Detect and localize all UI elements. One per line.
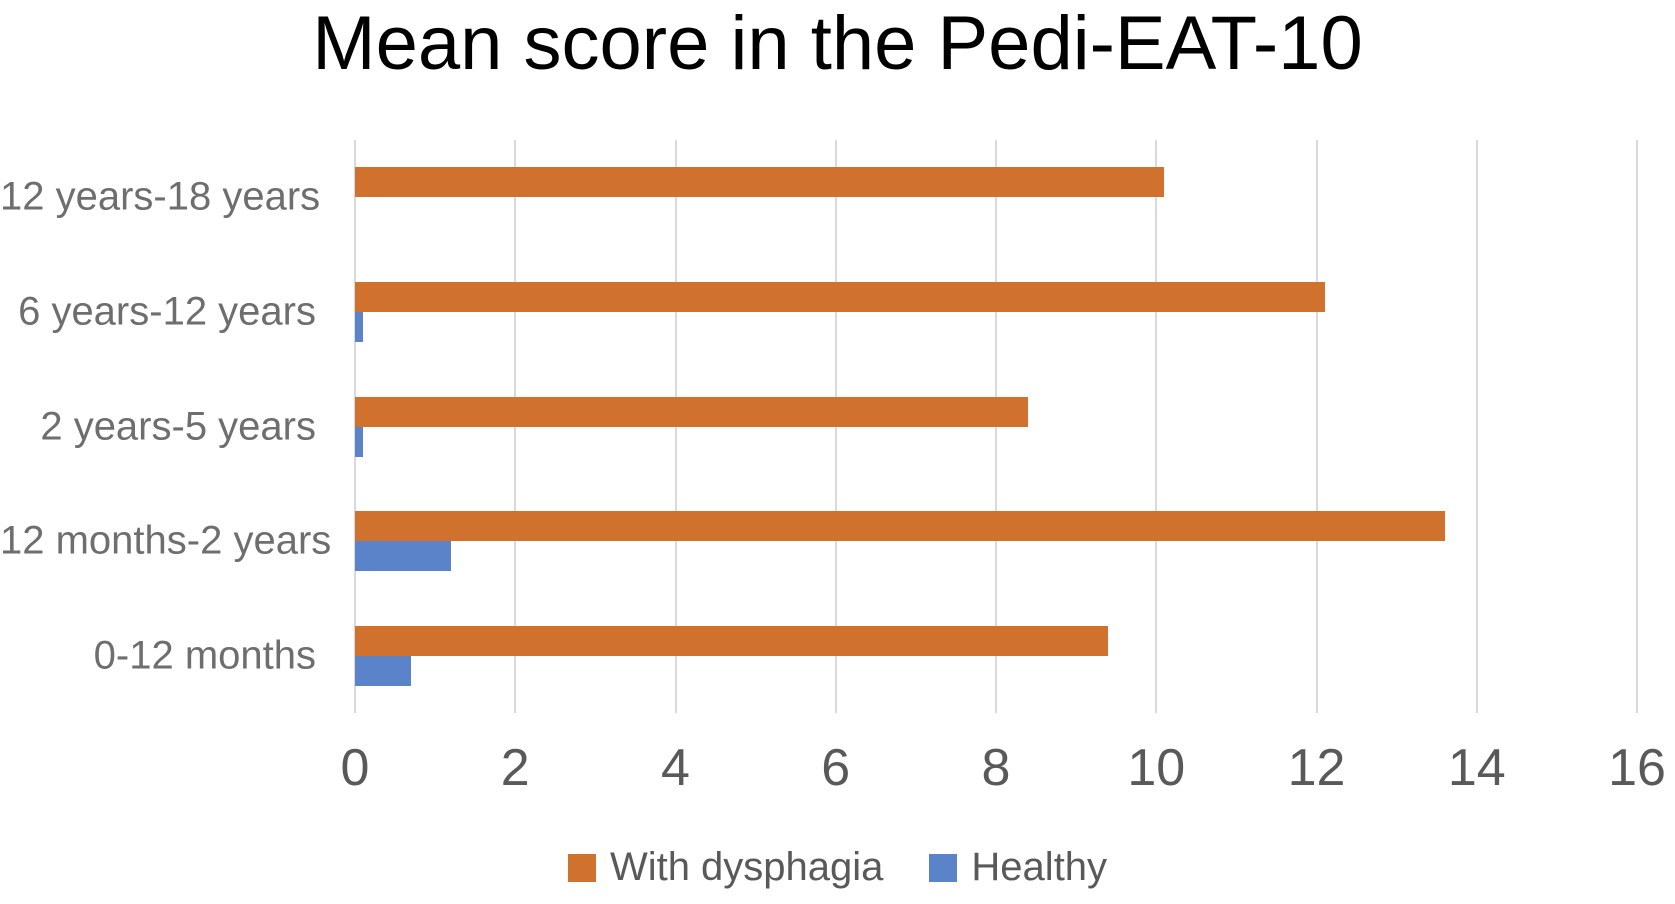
legend-item-with-dysphagia: With dysphagia: [567, 845, 884, 890]
legend-swatch-with-dysphagia: [567, 853, 596, 882]
x-tick-label-4: 4: [661, 739, 690, 797]
plot-area: [354, 140, 1638, 713]
legend-label-healthy: Healthy: [971, 845, 1108, 889]
x-tick-label-2: 2: [500, 739, 530, 797]
bar-with-dysphagia-3: [355, 511, 1445, 542]
bar-healthy-3: [355, 541, 452, 572]
gridline-x-12: [1315, 140, 1318, 713]
legend: With dysphagia Healthy: [0, 845, 1675, 890]
x-tick-label-10: 10: [1127, 739, 1186, 797]
legend-swatch-healthy: [929, 853, 958, 882]
bar-healthy-1: [355, 311, 363, 342]
bar-with-dysphagia-4: [355, 625, 1109, 656]
x-tick-label-0: 0: [340, 739, 370, 797]
bar-with-dysphagia-2: [355, 396, 1029, 427]
gridline-x-6: [834, 140, 837, 713]
category-label-1: 6 years-12 years: [18, 289, 316, 334]
gridline-x-10: [1155, 140, 1158, 713]
category-label-4: 0-12 months: [93, 633, 316, 678]
category-label-0: 12 years-18 years: [0, 174, 321, 219]
gridline-x-14: [1475, 140, 1478, 713]
x-tick-label-12: 12: [1287, 739, 1346, 797]
category-label-2: 2 years-5 years: [40, 404, 316, 448]
legend-label-with-dysphagia: With dysphagia: [609, 845, 884, 889]
gridline-x-2: [514, 140, 517, 713]
bar-healthy-2: [355, 426, 363, 457]
x-tick-label-6: 6: [821, 739, 851, 797]
x-tick-label-14: 14: [1447, 739, 1506, 797]
x-tick-label-16: 16: [1608, 739, 1666, 797]
value-axis-labels: 0 2 4 6 8 10 12 14 16: [341, 739, 1666, 802]
gridline-x-16: [1636, 140, 1638, 713]
category-axis-labels: 12 years-18 years 6 years-12 years 2 years…: [0, 140, 332, 713]
bar-with-dysphagia-0: [355, 167, 1165, 198]
bar-with-dysphagia-1: [355, 281, 1325, 312]
x-tick-label-8: 8: [981, 739, 1011, 797]
chart-title: Mean score in the Pedi-EAT-10: [312, 1, 1363, 86]
legend-item-healthy: Healthy: [929, 845, 1107, 890]
gridline-x-8: [995, 140, 997, 713]
bar-healthy-4: [355, 655, 412, 686]
category-label-3: 12 months-2 years: [0, 518, 332, 563]
gridline-x-4: [674, 140, 677, 713]
